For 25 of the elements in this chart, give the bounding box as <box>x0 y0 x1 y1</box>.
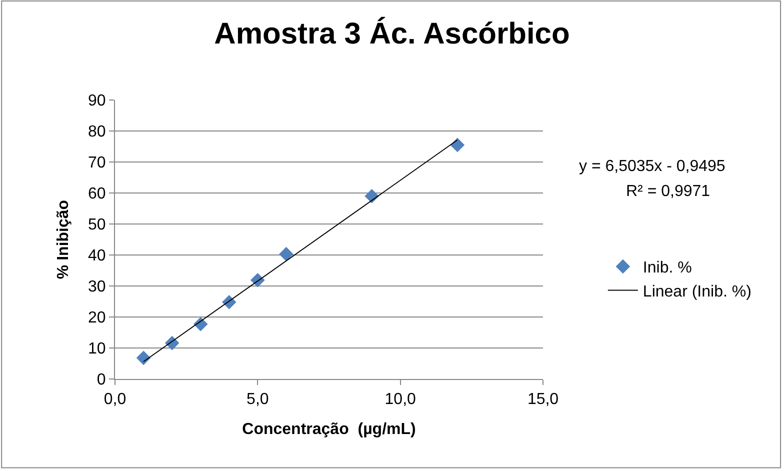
y-tick-label: 80 <box>88 124 106 141</box>
y-tick-label: 40 <box>88 248 106 265</box>
y-tick-label: 90 <box>88 92 106 110</box>
text: R² = 0,9971 <box>626 183 710 200</box>
y-tick-label: 0 <box>96 372 106 389</box>
y-axis-title: % Inibição <box>54 200 72 280</box>
point <box>279 246 294 262</box>
text: y = 6,5035x - 0,9495 <box>579 158 726 175</box>
x-tick-label: 15,0 <box>527 391 559 408</box>
x-tick-label: 5,0 <box>246 391 269 408</box>
y-tick-label: 60 <box>88 186 106 203</box>
x-tick-label: 10,0 <box>384 391 416 408</box>
y-tick-label: 70 <box>88 154 106 172</box>
point <box>450 138 465 152</box>
x-tick-label: 0,0 <box>104 391 126 408</box>
legend-label: Linear (Inib. %) <box>642 284 752 300</box>
point <box>164 336 180 350</box>
y-tick-label: 20 <box>88 310 106 327</box>
point <box>136 350 151 366</box>
y-tick-label: 10 <box>88 340 106 358</box>
chart-title: Amostra 3 Ác. Ascórbico <box>214 16 570 50</box>
y-tick-label: 30 <box>88 278 106 296</box>
x-axis-title: Concentração (µg/mL) <box>242 420 416 438</box>
legend-label: Inib. % <box>642 260 692 277</box>
y-tick-label: 50 <box>88 216 106 234</box>
